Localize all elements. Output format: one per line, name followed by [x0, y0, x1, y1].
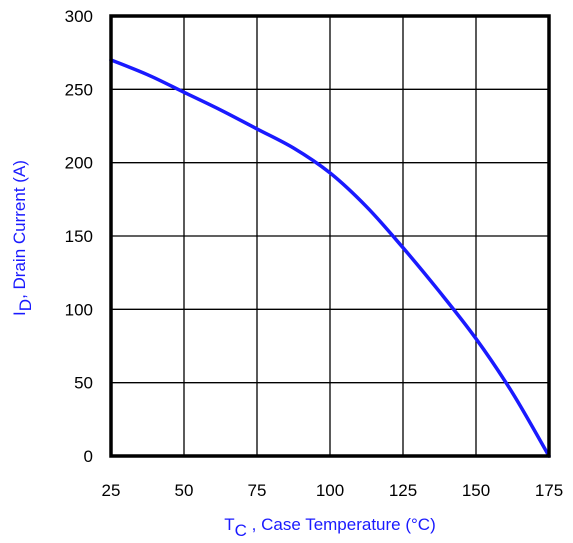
y-tick-labels: 0 50 100 150 200 250 300 [65, 7, 93, 466]
y-tick-label: 150 [65, 227, 93, 246]
y-tick-label: 100 [65, 300, 93, 319]
y-tick-label: 50 [74, 374, 93, 393]
y-tick-label: 200 [65, 154, 93, 173]
grid [110, 15, 550, 457]
x-tick-label: 25 [102, 481, 121, 500]
x-axis-symbol: T [224, 515, 234, 534]
y-axis-subscript: D [16, 299, 35, 311]
x-axis-title: TC , Case Temperature (°C) [224, 515, 436, 540]
y-tick-label: 250 [65, 80, 93, 99]
x-tick-label: 100 [316, 481, 344, 500]
x-axis-label-text: , Case Temperature (°C) [247, 515, 436, 534]
y-axis-title: ID, Drain Current (A) [10, 160, 35, 316]
x-tick-label: 75 [248, 481, 267, 500]
drain-current-curve [109, 58, 551, 458]
curve-layer [109, 58, 551, 458]
x-tick-label: 50 [175, 481, 194, 500]
y-tick-label: 0 [84, 447, 93, 466]
x-tick-label: 125 [389, 481, 417, 500]
y-axis-symbol: I [10, 311, 29, 316]
x-tick-labels: 25 50 75 100 125 150 175 [102, 481, 564, 500]
y-tick-label: 300 [65, 7, 93, 26]
y-axis-label-text: , Drain Current (A) [10, 160, 29, 299]
x-tick-label: 175 [535, 481, 563, 500]
x-tick-label: 150 [462, 481, 490, 500]
plot-frame [109, 14, 551, 458]
x-axis-subscript: C [235, 521, 247, 540]
